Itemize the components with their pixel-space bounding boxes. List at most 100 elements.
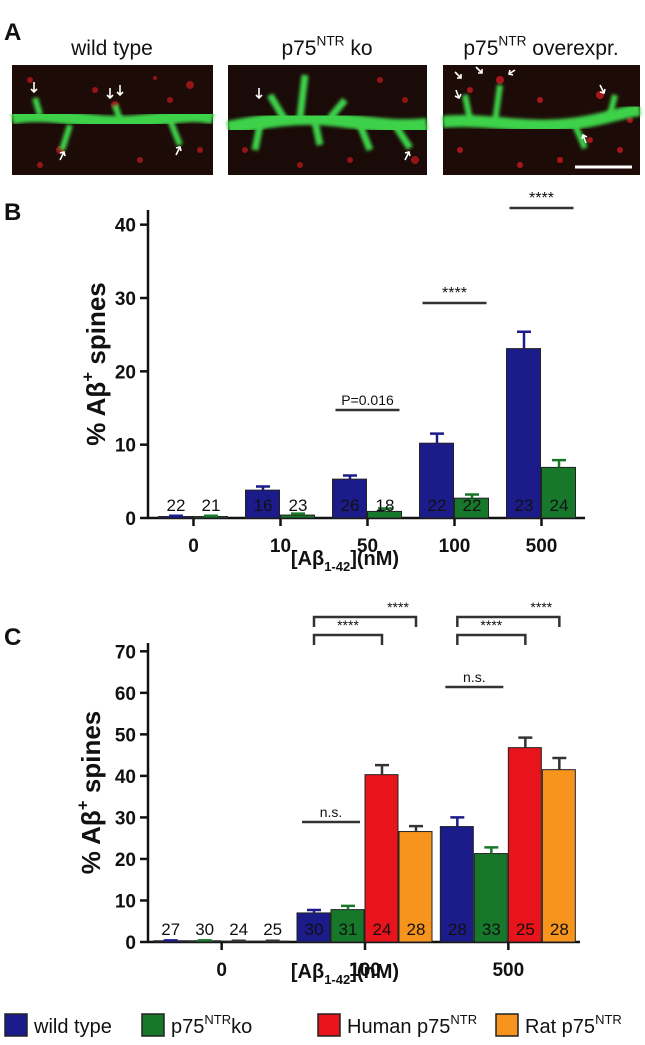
micrograph bbox=[10, 65, 215, 175]
x-axis-label-part: 1-42 bbox=[324, 559, 350, 574]
n-label: 23 bbox=[289, 496, 308, 515]
x-axis-label-part: 1-42 bbox=[324, 972, 350, 987]
error-bar bbox=[375, 763, 389, 775]
significance-bracket bbox=[456, 615, 561, 627]
legend-swatch bbox=[495, 1013, 519, 1037]
n-label: 30 bbox=[195, 920, 214, 939]
n-label: 18 bbox=[376, 496, 395, 515]
legend-label-part: wild type bbox=[33, 1016, 112, 1038]
image-label-part: p75 bbox=[281, 37, 316, 60]
y-axis-label-part: % Aβ bbox=[76, 810, 106, 874]
n-label: 24 bbox=[373, 920, 392, 939]
bar bbox=[245, 489, 280, 519]
n-label: 22 bbox=[428, 496, 447, 515]
x-axis-label-part: [Aβ bbox=[291, 961, 324, 983]
y-tick-label: 0 bbox=[125, 933, 136, 954]
n-label: 24 bbox=[550, 496, 569, 515]
y-tick-label: 30 bbox=[115, 808, 136, 829]
micrograph bbox=[226, 65, 428, 175]
error-bar bbox=[409, 824, 423, 832]
image-label-part: overexpr. bbox=[526, 37, 618, 60]
error-bar bbox=[450, 816, 465, 827]
error-bar bbox=[552, 458, 566, 468]
y-tick-label: 60 bbox=[115, 684, 136, 705]
x-tick-label: 100 bbox=[349, 960, 381, 981]
error-bar bbox=[378, 507, 392, 512]
n-label: 33 bbox=[482, 920, 501, 939]
legend-label-part: Rat p75 bbox=[525, 1016, 595, 1038]
n-label: 28 bbox=[448, 920, 467, 939]
legend-label-part: p75 bbox=[171, 1016, 204, 1038]
x-tick-label: 100 bbox=[439, 536, 471, 557]
bar bbox=[541, 769, 576, 943]
error-bar bbox=[430, 432, 444, 444]
bar bbox=[439, 826, 474, 943]
error-bar bbox=[343, 474, 357, 480]
micrograph bbox=[442, 65, 641, 175]
bar bbox=[330, 909, 365, 943]
y-axis-label-part: spines bbox=[76, 711, 106, 801]
legend-label-part: Human p75 bbox=[347, 1016, 450, 1038]
significance-label: P=0.016 bbox=[341, 392, 394, 408]
x-axis-label-part: [Aβ bbox=[291, 548, 324, 570]
n-label: 22 bbox=[463, 496, 482, 515]
significance-label: **** bbox=[529, 190, 554, 207]
legend-label: Human p75NTR bbox=[347, 1012, 477, 1038]
legend-label-part: NTR bbox=[450, 1012, 477, 1027]
n-label: 16 bbox=[254, 496, 273, 515]
panel-label: B bbox=[4, 199, 21, 226]
error-bar bbox=[518, 736, 533, 748]
y-tick-label: 50 bbox=[115, 725, 136, 746]
x-tick-label: 0 bbox=[216, 960, 227, 981]
y-tick-label: 10 bbox=[115, 891, 136, 912]
error-bar bbox=[552, 756, 567, 770]
x-tick-label: 500 bbox=[492, 960, 524, 981]
legend-swatch bbox=[4, 1013, 28, 1037]
error-bar bbox=[256, 485, 270, 491]
y-tick-label: 20 bbox=[115, 362, 136, 383]
error-bar bbox=[169, 514, 183, 518]
legend-label-part: ko bbox=[231, 1016, 252, 1038]
bar bbox=[280, 514, 315, 519]
x-axis-label: [Aβ1-42](nM) bbox=[291, 961, 399, 987]
y-axis-label-part: + bbox=[78, 372, 97, 382]
n-label: 28 bbox=[407, 920, 426, 939]
y-tick-label: 0 bbox=[125, 509, 136, 530]
image-label-part: NTR bbox=[498, 34, 526, 49]
x-axis-label-part: ](nM) bbox=[350, 961, 399, 983]
significance-label: n.s. bbox=[320, 804, 343, 820]
x-axis-label-part: ](nM) bbox=[350, 548, 399, 570]
y-tick-label: 30 bbox=[115, 289, 136, 310]
significance-label: **** bbox=[387, 599, 409, 615]
significance-label: **** bbox=[480, 617, 502, 633]
bar bbox=[398, 831, 433, 943]
bar bbox=[419, 442, 454, 519]
n-label: 22 bbox=[167, 496, 186, 515]
n-label: 31 bbox=[339, 920, 358, 939]
legend-label: Rat p75NTR bbox=[525, 1012, 622, 1038]
significance-label: **** bbox=[530, 599, 552, 615]
bar bbox=[332, 478, 367, 519]
n-label: 25 bbox=[263, 920, 282, 939]
image-label: p75NTR overexpr. bbox=[463, 34, 618, 60]
bar bbox=[473, 853, 508, 943]
image-label-part: wild type bbox=[70, 37, 153, 60]
n-label: 23 bbox=[515, 496, 534, 515]
bar bbox=[364, 774, 399, 943]
significance-label: n.s. bbox=[463, 669, 486, 685]
error-bar bbox=[204, 514, 218, 518]
n-label: 24 bbox=[229, 920, 248, 939]
error-bar bbox=[291, 512, 305, 516]
x-tick-label: 0 bbox=[188, 536, 199, 557]
image-label-part: NTR bbox=[316, 34, 344, 49]
n-label: 30 bbox=[305, 920, 324, 939]
significance-label: **** bbox=[442, 285, 467, 302]
error-bar bbox=[307, 908, 321, 913]
significance-bracket bbox=[456, 633, 527, 645]
image-label-part: ko bbox=[345, 37, 373, 60]
significance-bracket bbox=[312, 615, 418, 627]
y-axis-label: % Aβ+ spines bbox=[78, 282, 111, 446]
n-label: 25 bbox=[516, 920, 535, 939]
y-axis-label-part: spines bbox=[81, 282, 111, 372]
n-label: 21 bbox=[202, 496, 221, 515]
